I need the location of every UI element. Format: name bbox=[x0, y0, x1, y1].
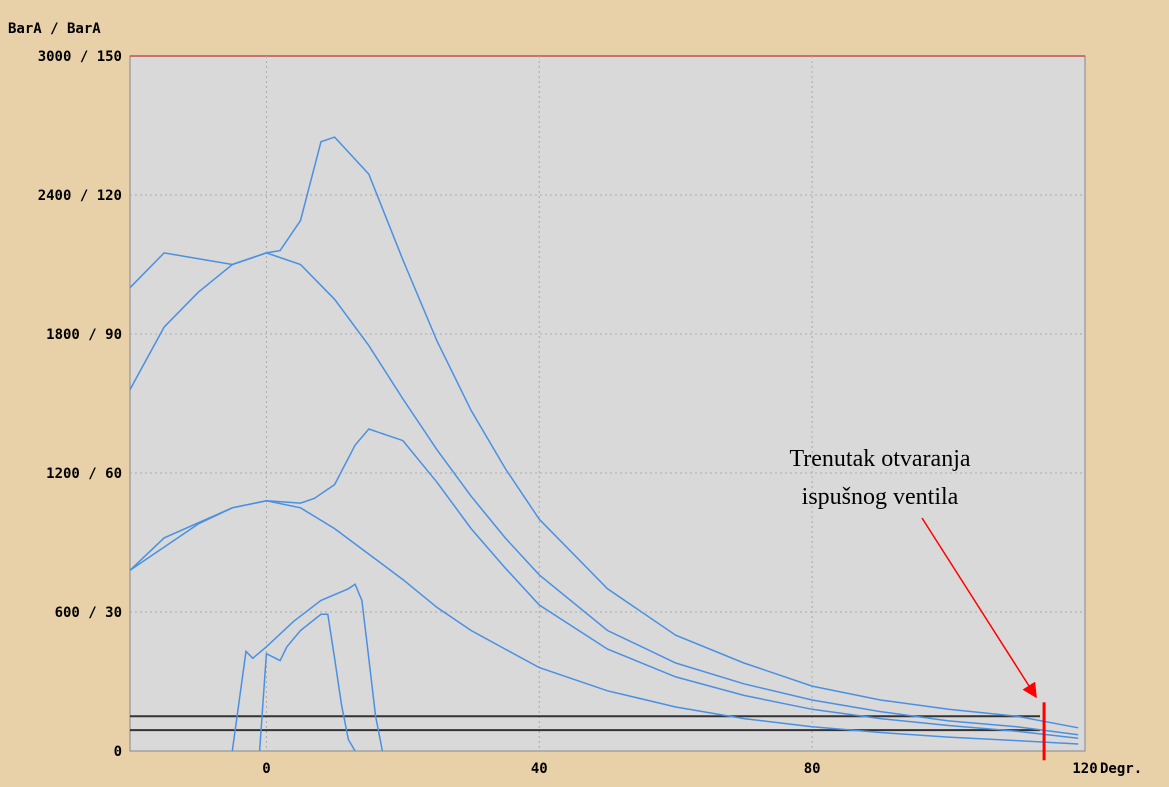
annotation-arrow bbox=[921, 517, 1037, 699]
x-tick-label: 0 bbox=[262, 761, 270, 777]
y-tick-label: 600 / 30 bbox=[55, 605, 122, 621]
x-tick-label: 80 bbox=[804, 761, 821, 777]
series-group bbox=[129, 136, 1079, 752]
series-line bbox=[258, 613, 356, 752]
y-unit-label: BarA / BarA bbox=[8, 21, 101, 37]
y-tick-label: 0 bbox=[114, 744, 122, 760]
series-line bbox=[231, 583, 384, 752]
plot-area bbox=[129, 55, 1086, 752]
y-tick-labels: 0 600 / 30 1200 / 60 1800 / 90 2400 / 120 300… bbox=[38, 49, 122, 760]
y-tick-label: 3000 / 150 bbox=[38, 49, 122, 65]
x-tick-label: 40 bbox=[531, 761, 548, 777]
series-line bbox=[129, 252, 1079, 736]
y-tick-label: 1800 / 90 bbox=[46, 327, 122, 343]
annotation-line-2: ispušnog ventila bbox=[802, 484, 959, 510]
y-tick-label: 2400 / 120 bbox=[38, 188, 122, 204]
x-unit-label: Degr. bbox=[1100, 761, 1142, 777]
reference-lines bbox=[130, 715, 1040, 732]
annotation-line-1: Trenutak otvaranja bbox=[789, 446, 970, 472]
x-tick-labels: 0 40 80 120 bbox=[262, 761, 1097, 777]
grid bbox=[130, 56, 1085, 751]
x-tick-label: 120 bbox=[1072, 761, 1097, 777]
y-tick-label: 1200 / 60 bbox=[46, 466, 122, 482]
series-line bbox=[129, 500, 1079, 745]
